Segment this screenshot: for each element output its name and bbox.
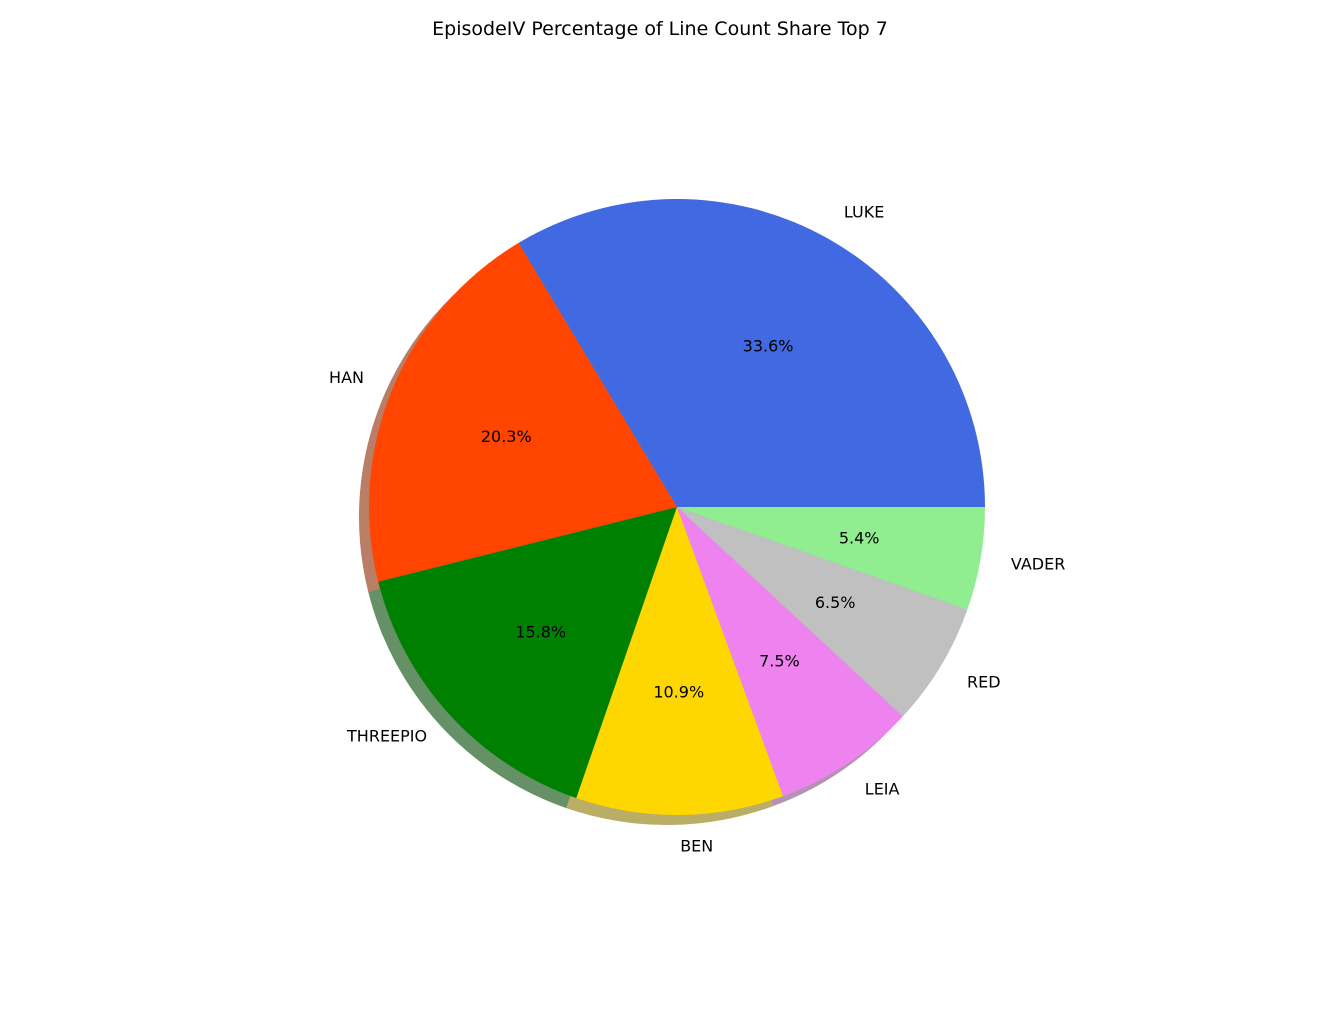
label-layer: LUKE 33.6% HAN 20.3% THREEPIO 15.8% BEN 10.9% LE… <box>329 203 1065 856</box>
slice-label-luke: LUKE <box>844 203 884 222</box>
slice-layer <box>369 198 985 815</box>
pct-label-ben: 10.9% <box>653 682 704 701</box>
slice-label-leia: LEIA <box>865 779 900 798</box>
slice-label-vader: VADER <box>1011 555 1065 574</box>
pct-label-leia: 7.5% <box>759 651 800 670</box>
slice-luke <box>518 198 985 507</box>
slice-han <box>369 242 677 582</box>
slice-label-han: HAN <box>329 368 364 387</box>
slice-ben <box>576 507 784 815</box>
chart-title: EpisodeIV Percentage of Line Count Share… <box>432 18 888 40</box>
pct-label-luke: 33.6% <box>743 337 794 356</box>
pct-label-red: 6.5% <box>815 593 856 612</box>
pct-label-threepio: 15.8% <box>515 622 566 641</box>
slice-vader <box>677 507 985 610</box>
slice-label-threepio: THREEPIO <box>346 726 427 745</box>
slice-red <box>677 507 968 717</box>
slice-label-ben: BEN <box>680 836 713 855</box>
slice-leia <box>677 507 903 797</box>
pct-label-han: 20.3% <box>481 427 532 446</box>
slice-label-red: RED <box>967 673 1001 692</box>
pct-label-vader: 5.4% <box>839 529 880 548</box>
slice-threepio <box>378 507 677 799</box>
